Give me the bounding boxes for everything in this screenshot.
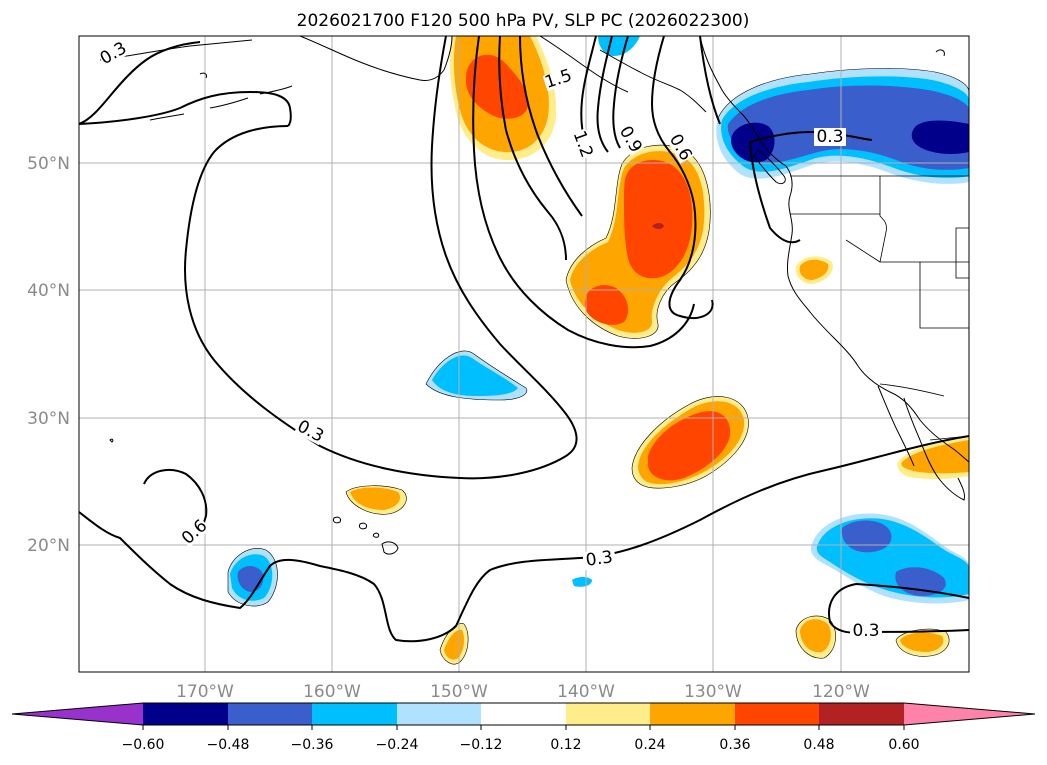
contour-label-se: 0.3 — [850, 621, 882, 641]
colorbar-tick-5: 0.12 — [550, 737, 581, 753]
pv-outlines — [227, 68, 969, 665]
longitude-labels: 170°W 160°W 150°W 140°W 130°W 120°W — [176, 682, 870, 702]
colorbar-bin-4 — [312, 703, 397, 725]
colorbar-tick-2: −0.36 — [291, 737, 334, 753]
colorbar-tick-3: −0.24 — [376, 737, 419, 753]
contour-06 — [650, 36, 714, 319]
lon-label-130w: 130°W — [684, 682, 742, 702]
colorbar-tick-8: 0.48 — [803, 737, 834, 753]
map-frame — [78, 35, 970, 673]
colorbar-tick-9: 0.60 — [888, 737, 919, 753]
political-borders — [790, 175, 969, 441]
slp-contours — [79, 36, 969, 643]
colorbar-bin-8 — [650, 703, 735, 725]
lon-label-140w: 140°W — [557, 682, 615, 702]
lat-label-20: 20°N — [27, 536, 70, 556]
colorbar-tick-marks — [142, 725, 905, 730]
contour-nw — [79, 41, 201, 125]
coastline-alaska — [299, 36, 453, 81]
latitude-labels: 50°N 40°N 30°N 20°N — [27, 154, 70, 556]
contour-15 — [498, 36, 567, 261]
pv-positive-red-c — [624, 160, 693, 279]
contour-ne — [749, 130, 873, 143]
contour-09 — [612, 36, 629, 149]
colorbar-bin-3 — [228, 703, 312, 725]
colorbar-tick-7: 0.36 — [719, 737, 750, 753]
colorbar-tick-6: 0.24 — [634, 737, 665, 753]
colorbar-tick-0: −0.60 — [122, 737, 165, 753]
pv-negative-navy-ne — [731, 122, 775, 163]
colorbar-extend-high — [904, 703, 1035, 725]
svg-text:0.3: 0.3 — [585, 547, 615, 571]
lon-label-150w: 150°W — [430, 682, 488, 702]
coastline-north-america — [699, 36, 969, 463]
lat-label-50: 50°N — [27, 154, 70, 174]
contour-main-03 — [184, 36, 578, 480]
contour-label-s: 0.3 — [582, 547, 617, 571]
pv-shading — [228, 36, 969, 665]
contour-label-ne: 0.3 — [814, 127, 846, 147]
svg-text:0.3: 0.3 — [816, 127, 843, 147]
colorbar-bin-2 — [143, 703, 228, 725]
figure-title: 2026021700 F120 500 hPa PV, SLP PC (2026… — [297, 11, 750, 31]
pv-negative-blue-ne — [727, 85, 969, 170]
pv-positive-red-n — [466, 54, 529, 119]
colorbar-bin-6 — [481, 703, 566, 725]
colorbar: −0.60 −0.48 −0.36 −0.24 −0.12 0.12 0.24 … — [11, 702, 1036, 753]
colorbar-tick-1: −0.48 — [207, 737, 250, 753]
contour-s-03 — [79, 435, 969, 643]
contour-se-03 — [828, 582, 969, 634]
map-panel: 0.3 1.5 1.2 0.9 0.6 0.3 — [79, 36, 969, 672]
colorbar-bin-5 — [397, 703, 481, 725]
colorbar-extend-low — [12, 703, 143, 725]
colorbar-bin-10 — [819, 703, 904, 725]
colorbar-tick-4: −0.12 — [460, 737, 503, 753]
colorbar-bin-7 — [566, 703, 650, 725]
lat-label-40: 40°N — [27, 281, 70, 301]
lon-label-120w: 120°W — [812, 682, 870, 702]
colorbar-bin-9 — [735, 703, 819, 725]
svg-text:0.3: 0.3 — [852, 621, 879, 641]
lat-label-30: 30°N — [27, 409, 70, 429]
coastline-hawaii — [381, 541, 399, 555]
lon-label-170w: 170°W — [176, 682, 234, 702]
lon-label-160w: 160°W — [303, 682, 361, 702]
